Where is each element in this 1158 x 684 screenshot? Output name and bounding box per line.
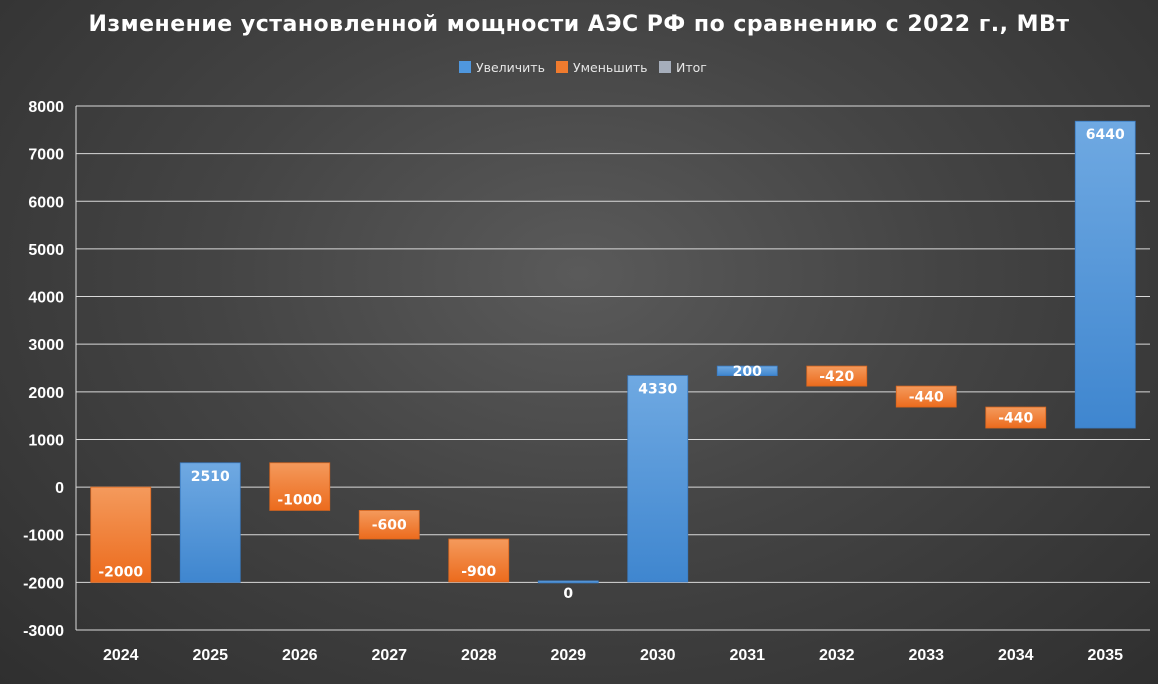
chart-title: Изменение установленной мощности АЭС РФ … <box>88 12 1069 37</box>
x-tick-label: 2031 <box>729 647 765 664</box>
gridlines <box>75 105 1150 631</box>
y-tick-label: -1000 <box>23 528 64 545</box>
data-label-2031: 200 <box>733 364 762 380</box>
bar-2034 <box>985 406 1047 429</box>
y-tick-label: 6000 <box>28 194 64 211</box>
data-label-2032: -420 <box>819 369 854 385</box>
x-tick-label: 2026 <box>282 647 318 664</box>
x-tick-label: 2024 <box>103 647 139 664</box>
bars <box>90 120 1136 584</box>
data-label-2027: -600 <box>372 518 407 534</box>
bar-2025 <box>179 462 241 583</box>
y-tick-label: 8000 <box>28 99 64 116</box>
data-label-2030: 4330 <box>638 382 677 398</box>
y-tick-label: 1000 <box>28 432 64 449</box>
y-tick-label: 3000 <box>28 337 64 354</box>
y-tick-label: -2000 <box>23 575 64 592</box>
legend-label-total: Итог <box>676 60 707 75</box>
x-tick-label: 2025 <box>192 647 228 664</box>
data-label-2035: 6440 <box>1086 127 1125 143</box>
x-tick-label: 2027 <box>371 647 407 664</box>
y-tick-label: 7000 <box>28 147 64 164</box>
x-tick-label: 2032 <box>819 647 855 664</box>
bar-2029 <box>537 580 599 584</box>
chart-legend: Увеличить Уменьшить Итог <box>459 60 707 75</box>
legend-entry-increase: Увеличить <box>459 60 545 75</box>
data-label-2024: -2000 <box>98 564 143 580</box>
bar-2024 <box>90 486 152 583</box>
x-axis: 2024 2025 2026 2027 2028 2029 2030 2031 2032 2033… <box>103 647 1123 664</box>
data-label-2033: -440 <box>909 390 944 406</box>
x-tick-label: 2034 <box>998 647 1034 664</box>
legend-swatch-total <box>659 61 671 73</box>
y-tick-label: 0 <box>55 480 64 497</box>
y-axis: -3000 -2000 -1000 0 1000 2000 3000 4000 5000 6000… <box>23 99 64 640</box>
bar-2032 <box>806 365 868 387</box>
y-tick-label: 5000 <box>28 242 64 259</box>
y-tick-label: -3000 <box>23 623 64 640</box>
bar-2033 <box>895 385 957 408</box>
bar-2031 <box>716 365 778 377</box>
x-tick-label: 2029 <box>550 647 586 664</box>
bar-2027 <box>358 510 420 540</box>
bar-2026 <box>269 462 331 511</box>
legend-swatch-decrease <box>556 61 568 73</box>
x-tick-label: 2035 <box>1087 647 1123 664</box>
legend-label-decrease: Уменьшить <box>573 60 648 75</box>
bar-2030 <box>627 375 689 583</box>
x-tick-label: 2030 <box>640 647 676 664</box>
bar-2035 <box>1074 120 1136 429</box>
bar-2028 <box>448 538 510 583</box>
legend-entry-total: Итог <box>659 60 707 75</box>
data-label-2028: -900 <box>461 564 496 580</box>
data-labels: -2000 2510 -1000 -600 -900 0 4330 200 -420 -440 -4… <box>98 127 1125 602</box>
y-tick-label: 2000 <box>28 385 64 402</box>
y-tick-label: 4000 <box>28 290 64 307</box>
data-label-2026: -1000 <box>277 492 322 508</box>
legend-swatch-increase <box>459 61 471 73</box>
legend-label-increase: Увеличить <box>476 60 545 75</box>
legend-entry-decrease: Уменьшить <box>556 60 648 75</box>
x-tick-label: 2033 <box>908 647 944 664</box>
data-label-2025: 2510 <box>191 469 230 485</box>
data-label-2034: -440 <box>998 411 1033 427</box>
data-label-2029: 0 <box>563 586 573 602</box>
x-tick-label: 2028 <box>461 647 497 664</box>
